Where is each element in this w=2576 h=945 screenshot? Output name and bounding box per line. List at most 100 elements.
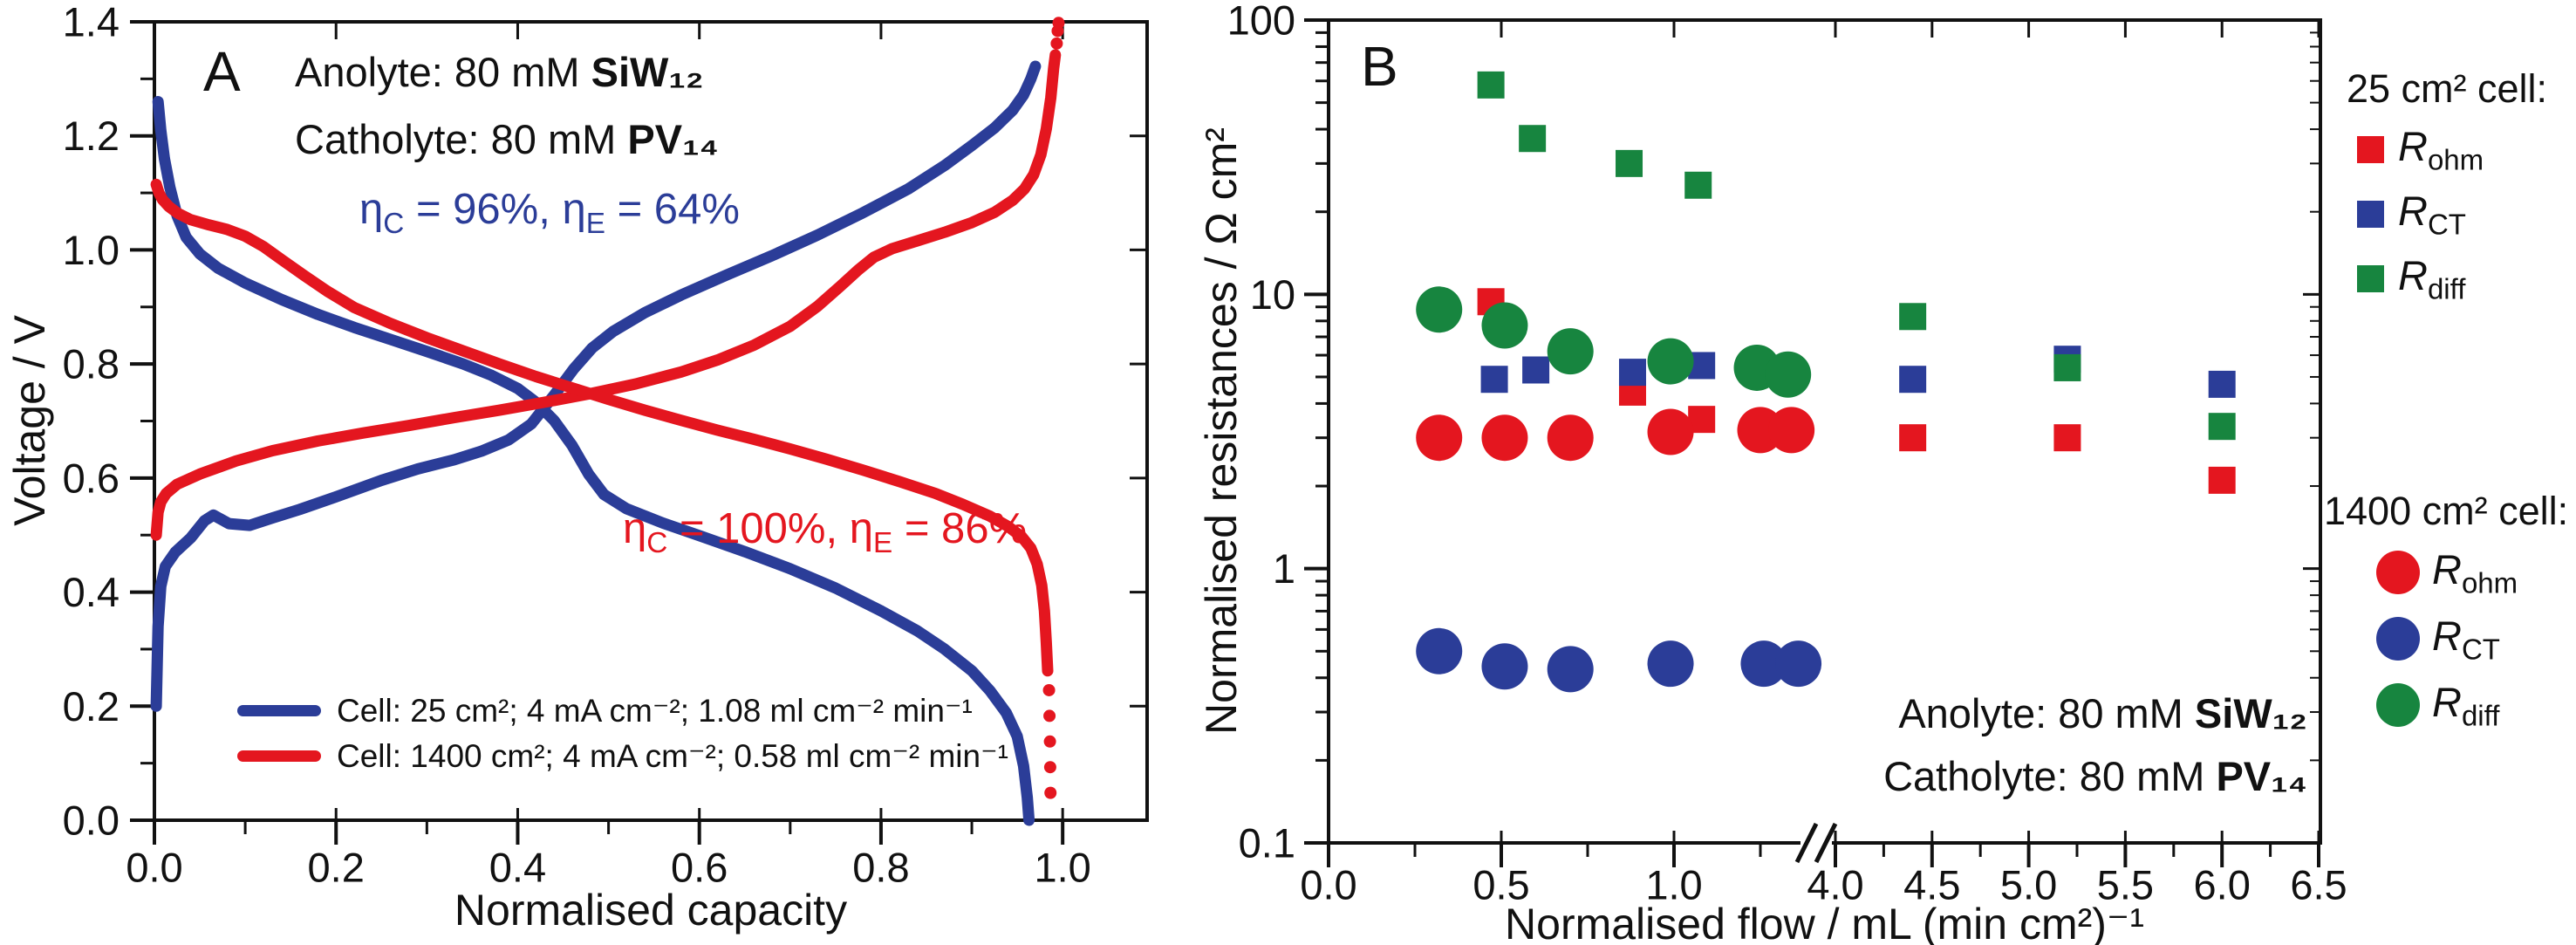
anolyte-line: Anolyte: 80 mM SiW₁₂ xyxy=(295,38,719,106)
b-x-tick-label: 5.5 xyxy=(2097,861,2154,907)
b-point-rohm-1400cm2-5 xyxy=(1768,407,1815,454)
b-x-tick-label: 6.5 xyxy=(2290,861,2347,907)
b-point-rohm-25cm2-4 xyxy=(2053,424,2081,452)
b-point-rohm-1400cm2-3 xyxy=(1647,408,1694,455)
anolyte-line: Anolyte: 80 mM SiW₁₂ xyxy=(1883,682,2307,745)
rohm-label: Rohm xyxy=(2398,122,2484,176)
anolyte-compound: SiW₁₂ xyxy=(591,49,704,95)
catholyte-text: Catholyte: 80 mM xyxy=(295,116,628,162)
a-dot-discharge-1400cm2-end-dots xyxy=(1042,683,1056,696)
b-point-rct-25cm2-4 xyxy=(1899,366,1927,394)
a-curve-charge-1400cm2 xyxy=(150,49,1062,541)
b-y-tick-label: 10 xyxy=(1250,271,1295,318)
eta-text: η xyxy=(359,186,384,233)
b-point-rct-25cm2-1 xyxy=(1522,356,1550,384)
b-y-tick-label: 0.1 xyxy=(1239,820,1295,866)
legend-item-rct-square: RCT xyxy=(2347,181,2547,246)
red-line-sample xyxy=(237,750,321,762)
b-point-rohm-25cm2-5 xyxy=(2208,466,2236,494)
a-dot-discharge-1400cm2-end-dots xyxy=(1043,761,1056,774)
panel-b-x-axis-title: Normalised flow / mL (min cm²)⁻¹ xyxy=(1505,900,2144,945)
blue-line-sample xyxy=(237,704,321,716)
legend-title-25cm2: 25 cm² cell: xyxy=(2347,66,2548,111)
legend-item-25cm2: Cell: 25 cm²; 4 mA cm⁻²; 1.08 ml cm⁻² mi… xyxy=(237,688,1008,733)
b-x-tick-label: 6.0 xyxy=(2194,861,2251,907)
a-x-tick-label: 1.0 xyxy=(1034,844,1090,890)
b-point-rdiff-25cm2-5 xyxy=(2053,353,2081,381)
b-point-rct-1400cm2-5 xyxy=(1775,640,1822,688)
catholyte-text: Catholyte: 80 mM xyxy=(1883,753,2217,799)
panel-a-x-axis-title: Normalised capacity xyxy=(454,886,848,935)
b-point-rct-1400cm2-4 xyxy=(1740,640,1787,688)
b-point-rdiff-25cm2-0 xyxy=(1477,71,1505,99)
b-y-tick-label: 1 xyxy=(1273,545,1295,592)
efficiency-annotation-25cm2: ηC = 96%, ηE = 64% xyxy=(359,185,740,241)
b-point-rct-25cm2-6 xyxy=(2208,370,2236,398)
b-point-rohm-1400cm2-2 xyxy=(1547,414,1594,462)
a-y-tick-label: 1.2 xyxy=(63,113,120,159)
anolyte-text: Anolyte: 80 mM xyxy=(295,49,591,95)
b-point-rct-1400cm2-0 xyxy=(1416,627,1463,675)
eta-sub: C xyxy=(646,526,668,559)
b-x-tick-label: 0.5 xyxy=(1472,861,1529,907)
eta-text: = 86% xyxy=(892,505,1028,552)
b-point-rdiff-1400cm2-1 xyxy=(1481,302,1528,349)
eta-sub: E xyxy=(872,526,893,559)
legend-item-rdiff-square: Rdiff xyxy=(2347,246,2547,311)
a-y-tick-label: 1.0 xyxy=(63,227,120,273)
a-dot-discharge-1400cm2-end-dots xyxy=(1043,709,1056,722)
b-point-rdiff-25cm2-4 xyxy=(1899,303,1927,331)
a-y-tick-label: 0.6 xyxy=(63,455,120,501)
eta-text: = 100%, η xyxy=(667,505,873,552)
legend-item-rohm-square: Rohm xyxy=(2347,117,2547,181)
b-x-tick-label: 4.0 xyxy=(1807,861,1863,907)
panel-a-legend: Cell: 25 cm²; 4 mA cm⁻²; 1.08 ml cm⁻² mi… xyxy=(237,688,1008,778)
a-dot-charge-1400cm2-end-dots xyxy=(1052,17,1065,30)
b-point-rohm-1400cm2-1 xyxy=(1481,414,1528,462)
panel-a-electrolyte-annotation: Anolyte: 80 mM SiW₁₂ Catholyte: 80 mM PV… xyxy=(295,38,719,173)
b-point-rohm-25cm2-3 xyxy=(1899,424,1927,452)
a-y-tick-label: 0.8 xyxy=(63,341,120,387)
b-y-tick-label: 100 xyxy=(1227,0,1295,44)
a-y-tick-label: 1.4 xyxy=(63,0,120,45)
b-point-rct-1400cm2-3 xyxy=(1647,640,1694,688)
b-point-rct-25cm2-0 xyxy=(1480,366,1508,394)
rohm-square-marker xyxy=(2357,135,2384,163)
a-y-tick-label: 0.0 xyxy=(63,798,120,844)
b-point-rdiff-25cm2-2 xyxy=(1616,149,1643,177)
rct-label: RCT xyxy=(2398,187,2466,241)
rohm-label: Rohm xyxy=(2432,545,2518,599)
legend-item-rdiff-circle: Rdiff xyxy=(2324,672,2568,738)
a-curve-discharge-25cm2 xyxy=(152,96,1035,826)
rdiff-label: Rdiff xyxy=(2398,251,2466,305)
b-x-tick-label: 0.0 xyxy=(1300,861,1356,907)
legend-title-1400cm2: 1400 cm² cell: xyxy=(2324,489,2569,533)
rct-label: RCT xyxy=(2432,612,2500,666)
a-dot-discharge-1400cm2-end-dots xyxy=(1043,735,1056,748)
a-y-tick-label: 0.2 xyxy=(63,683,120,729)
rdiff-circle-marker xyxy=(2376,683,2420,727)
rohm-circle-marker xyxy=(2376,551,2420,594)
panel-a-label: A xyxy=(203,40,241,103)
a-curve-discharge-1400cm2 xyxy=(150,178,1054,677)
eta-sub: E xyxy=(585,207,605,240)
rct-circle-marker xyxy=(2376,617,2420,661)
rct-square-marker xyxy=(2357,200,2384,228)
anolyte-compound: SiW₁₂ xyxy=(2194,690,2307,736)
panel-a-y-axis-title: Voltage / V xyxy=(5,315,54,526)
b-point-rct-1400cm2-2 xyxy=(1547,646,1594,693)
b-point-rdiff-1400cm2-2 xyxy=(1547,328,1594,375)
panel-b-legend-1400cm2: 1400 cm² cell: Rohm RCT Rdiff xyxy=(2324,489,2568,738)
a-x-tick-label: 0.0 xyxy=(126,844,182,890)
legend-item-1400cm2: Cell: 1400 cm²; 4 mA cm⁻²; 0.58 ml cm⁻² … xyxy=(237,733,1008,778)
panel-b-legend-25cm2: 25 cm² cell: Rohm RCT Rdiff xyxy=(2347,66,2547,311)
b-axis-break-slash xyxy=(1814,822,1838,864)
a-x-tick-label: 0.6 xyxy=(671,844,728,890)
b-point-rdiff-1400cm2-5 xyxy=(1765,351,1812,398)
b-point-rdiff-25cm2-3 xyxy=(1684,171,1712,199)
catholyte-compound: PV₁₄ xyxy=(2216,753,2307,799)
rdiff-square-marker xyxy=(2357,264,2384,292)
b-x-tick-label: 5.0 xyxy=(2000,861,2057,907)
